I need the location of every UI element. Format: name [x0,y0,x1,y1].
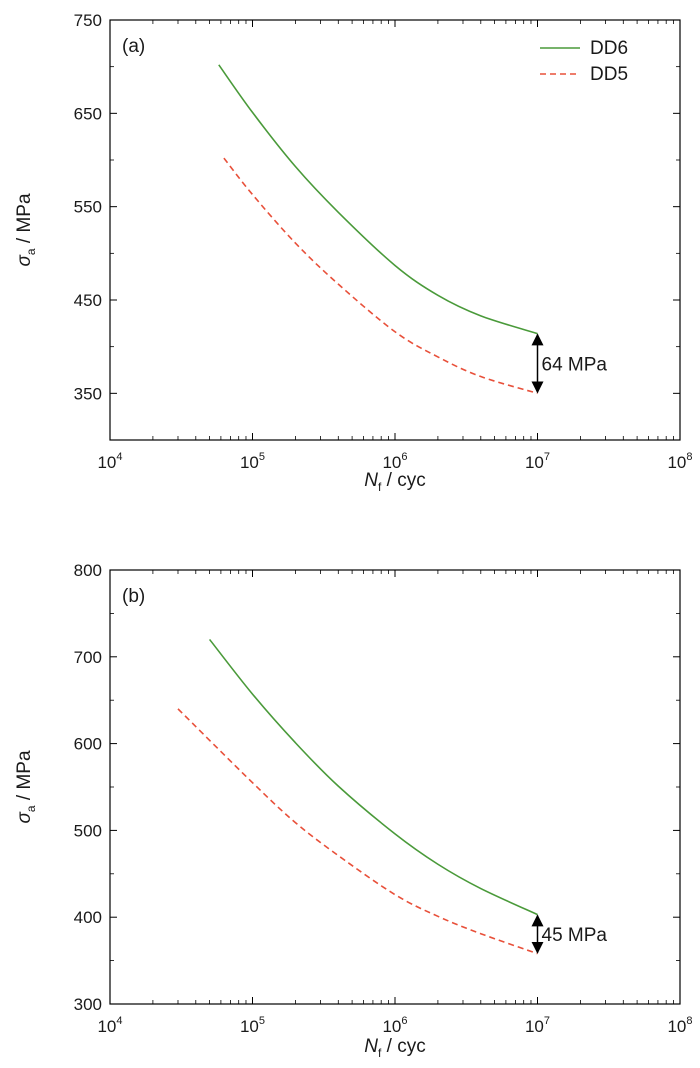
y-tick-label: 350 [74,384,102,403]
series-line-dd5 [177,708,538,955]
y-tick-label: 300 [74,995,102,1014]
x-axis-label: Nf / cyc [364,470,425,494]
difference-label: 64 MPa [542,354,608,375]
series-line-dd6 [208,638,538,916]
chart-panel-a: 104 105 106 107 108 350 450 550 650 750 Nf / cyc σa… [14,11,693,494]
panel-label: (b) [122,586,145,607]
panel-label: (a) [122,36,145,57]
y-tick-label: 500 [74,821,102,840]
y-tick-label: 800 [74,561,102,580]
x-tick-label: 105 [240,1015,265,1036]
y-tick-label: 600 [74,735,102,754]
x-tick-label: 108 [667,451,692,472]
y-axis-label: σa / MPa [14,750,38,823]
legend-label-dd5: DD5 [590,64,628,85]
legend-label-dd6: DD6 [590,38,628,59]
x-axis-label: Nf / cyc [364,1036,425,1060]
y-tick-label: 650 [74,104,102,123]
x-tick-label: 108 [667,1015,692,1036]
y-tick-label: 400 [74,908,102,927]
difference-label: 45 MPa [542,925,608,946]
x-tick-label: 106 [382,1015,407,1036]
y-tick-label: 450 [74,291,102,310]
x-tick-label: 104 [97,1015,122,1036]
y-tick-label: 550 [74,198,102,217]
y-tick-label: 750 [74,11,102,30]
y-axis-label: σa / MPa [14,193,38,266]
x-tick-label: 107 [525,1015,550,1036]
chart-panel-b: 104 105 106 107 108 300 400 500 600 700 800 Nf / cy… [14,561,693,1060]
x-tick-label: 105 [240,451,265,472]
series-line-dd6 [218,64,538,335]
x-tick-label: 104 [97,451,122,472]
x-tick-label: 106 [382,451,407,472]
x-tick-label: 107 [525,451,550,472]
series-line-dd5 [223,157,538,395]
y-tick-label: 700 [74,648,102,667]
